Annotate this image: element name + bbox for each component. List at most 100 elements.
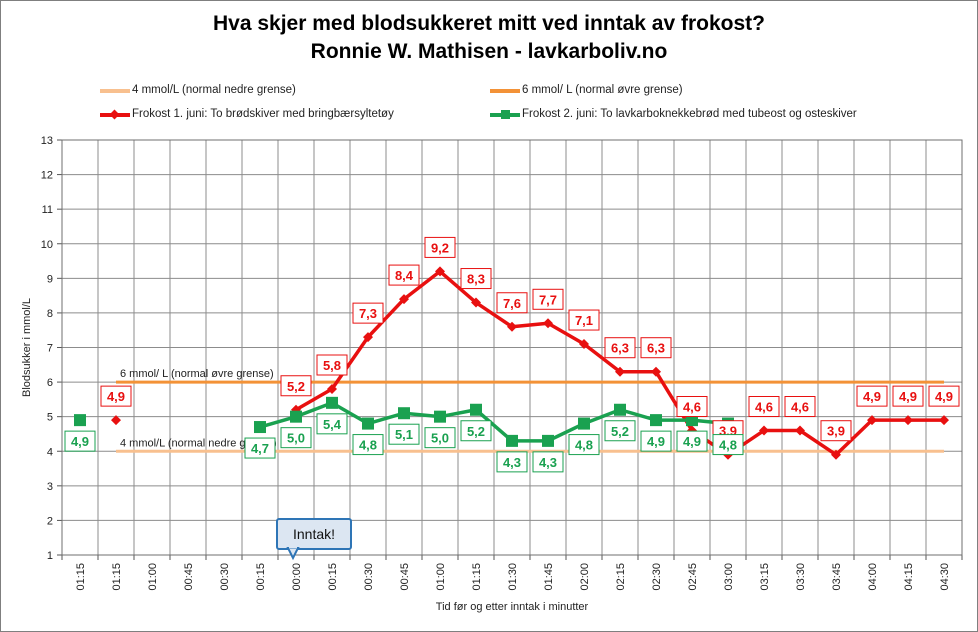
- y-tick-label: 1: [47, 550, 53, 562]
- data-label: 7,7: [539, 292, 557, 307]
- data-point: [326, 396, 338, 409]
- x-tick-label: 01:15: [471, 563, 483, 591]
- data-label-box: [388, 264, 420, 286]
- data-point: [111, 415, 121, 426]
- data-point: [831, 449, 841, 460]
- y-tick-label: 8: [47, 308, 53, 320]
- data-label: 5,0: [431, 431, 449, 446]
- data-point: [74, 414, 86, 427]
- data-point: [650, 414, 662, 427]
- data-label-box: [424, 427, 456, 449]
- legend-item-upper-limit: 6 mmol/ L (normal øvre grense): [490, 84, 820, 99]
- x-tick-label: 04:00: [867, 563, 879, 591]
- x-axis-title: Tid før og etter inntak i minutter: [436, 601, 589, 613]
- x-tick-label: 01:30: [507, 563, 519, 591]
- legend-label-lower-limit: 4 mmol/L (normal nedre grense): [132, 84, 296, 96]
- data-point: [290, 410, 302, 423]
- data-label-box: [640, 337, 672, 359]
- data-point: [614, 403, 626, 416]
- data-label-box: [316, 413, 348, 435]
- legend-swatch-lower-limit: [100, 89, 130, 93]
- data-point: [399, 294, 409, 305]
- data-point: [651, 366, 661, 377]
- data-label: 4,9: [899, 389, 917, 404]
- data-label: 4,8: [359, 438, 377, 453]
- data-label: 4,9: [71, 434, 89, 449]
- data-label-box: [316, 354, 348, 376]
- data-label-box: [64, 430, 96, 452]
- data-label-box: [388, 423, 420, 445]
- legend-swatch-upper-limit: [490, 89, 520, 93]
- data-point: [506, 434, 518, 447]
- data-label: 4,9: [863, 389, 881, 404]
- data-label-box: [604, 420, 636, 442]
- x-tick-label: 03:30: [795, 563, 807, 591]
- data-point: [939, 415, 949, 426]
- x-tick-label: 04:15: [903, 563, 915, 591]
- data-label: 7,6: [503, 296, 521, 311]
- data-label-box: [676, 430, 708, 452]
- data-point: [615, 366, 625, 377]
- data-point: [542, 434, 554, 447]
- legend-label-series-1: Frokost 1. juni: To brødskiver med bring…: [132, 108, 394, 120]
- data-label: 5,4: [323, 417, 342, 432]
- data-label-box: [496, 292, 528, 314]
- y-tick-label: 12: [41, 170, 53, 182]
- x-tick-label: 00:30: [363, 563, 375, 591]
- x-tick-label: 02:45: [687, 563, 699, 591]
- plot-area-border: [61, 139, 963, 556]
- x-tick-label: 00:15: [255, 563, 267, 591]
- data-point: [686, 414, 698, 427]
- x-tick-label: 03:00: [723, 563, 735, 591]
- legend-marker-series-2: [501, 110, 510, 119]
- chart-title: Hva skjer med blodsukkeret mitt ved innt…: [212, 12, 765, 35]
- y-tick-label: 6: [47, 377, 53, 389]
- x-tick-label: 00:00: [291, 563, 303, 591]
- intake-callout: Inntak!: [276, 518, 352, 550]
- data-label: 4,3: [539, 455, 557, 470]
- data-label: 5,1: [395, 427, 413, 442]
- y-tick-label: 7: [47, 343, 53, 355]
- y-tick-label: 4: [47, 446, 53, 458]
- y-tick-label: 2: [47, 515, 53, 527]
- data-point: [434, 410, 446, 423]
- data-label-box: [892, 385, 924, 407]
- data-label-box: [532, 288, 564, 310]
- data-label-box: [676, 396, 708, 417]
- data-label: 4,7: [251, 441, 269, 456]
- data-label-box: [640, 430, 672, 452]
- data-label: 3,9: [827, 424, 845, 439]
- data-label-box: [748, 396, 780, 417]
- y-axis-title: Blodsukker i mmol/L: [21, 298, 33, 397]
- chart-subtitle: Ronnie W. Mathisen - lavkarboliv.no: [310, 40, 668, 63]
- data-label-box: [280, 375, 312, 397]
- data-label: 4,8: [575, 438, 593, 453]
- reference-line-label: 6 mmol/ L (normal øvre grense): [120, 368, 274, 380]
- data-label-box: [532, 451, 564, 473]
- y-tick-label: 13: [41, 135, 53, 147]
- x-tick-label: 01:15: [75, 563, 87, 591]
- data-label-box: [856, 385, 888, 407]
- data-point: [435, 266, 445, 277]
- data-label: 4,6: [683, 400, 701, 415]
- data-label: 5,2: [467, 424, 485, 439]
- data-point: [578, 417, 590, 430]
- data-point: [867, 415, 877, 426]
- x-tick-label: 00:15: [327, 563, 339, 591]
- y-tick-label: 5: [47, 412, 53, 424]
- x-tick-label: 02:30: [651, 563, 663, 591]
- x-tick-label: 01:45: [543, 563, 555, 591]
- data-point: [543, 318, 553, 329]
- data-point: [795, 425, 805, 436]
- data-label-box: [244, 437, 276, 459]
- data-point: [254, 421, 266, 434]
- data-label: 8,4: [395, 268, 414, 283]
- data-point: [363, 332, 373, 343]
- data-label: 4,3: [503, 455, 521, 470]
- x-tick-label: 02:15: [615, 563, 627, 591]
- data-label-box: [460, 420, 492, 442]
- data-label-box: [712, 434, 744, 456]
- data-point: [398, 407, 410, 420]
